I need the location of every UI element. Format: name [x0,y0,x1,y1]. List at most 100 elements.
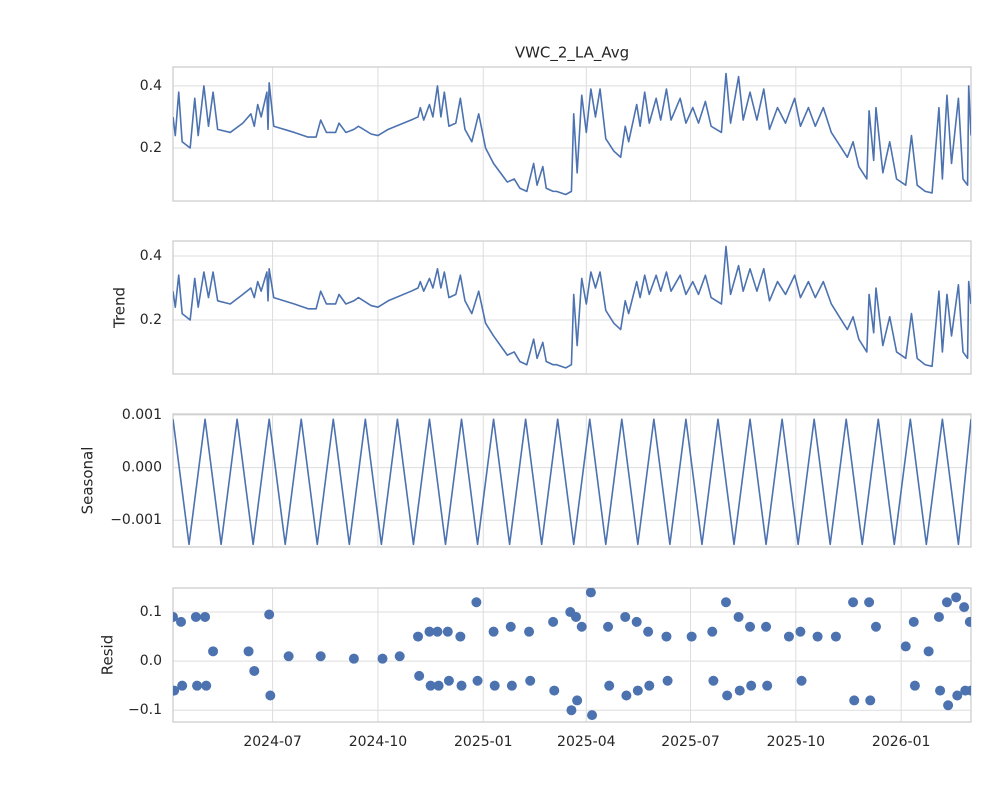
x-tick-label: 2025-01 [454,734,513,750]
x-tick-label: 2025-07 [661,734,720,750]
resid-point [943,700,954,711]
resid-point [442,626,453,637]
resid-point [900,641,911,652]
resid-point [661,631,672,642]
x-tick-label: 2025-04 [557,734,616,750]
resid-point [377,653,388,664]
axes-frame [172,240,972,375]
resid-point [348,653,359,664]
resid-point [425,680,436,691]
resid-point [864,597,875,608]
resid-point [761,621,772,632]
resid-point [424,626,435,637]
resid-point [576,621,587,632]
resid-point [966,685,971,696]
resid-point [745,621,756,632]
plot-area [173,418,971,546]
resid-point [870,621,881,632]
resid-point [566,705,577,716]
resid-point [456,680,467,691]
y-tick-label: 0.0 [140,653,162,669]
resid-point [549,685,560,696]
x-tick-label: 2026-01 [872,734,931,750]
resid-point [632,685,643,696]
resid-point [433,680,444,691]
resid-point [315,651,326,662]
resid-point [548,616,559,627]
resid-point [620,611,631,622]
resid-point [908,616,919,627]
resid-point [176,616,187,627]
y-tick-label: −0.001 [110,512,162,528]
plot-area [173,245,971,369]
y-tick-label: 0.2 [140,312,162,328]
resid-point [489,680,500,691]
resid-point [849,695,860,706]
resid-point [933,611,944,622]
resid-point [587,710,598,721]
resid-point [243,646,254,657]
resid-point [505,621,516,632]
x-tick-label: 2024-07 [243,734,302,750]
resid-point [734,685,745,696]
resid-point [795,626,806,637]
resid-point [708,675,719,686]
resid-point [190,611,201,622]
resid-point [192,680,203,691]
resid-point [432,626,443,637]
plot-area [173,588,971,721]
resid-point [603,621,614,632]
y-tick-label: 0.2 [140,140,162,156]
resid-point [952,690,963,701]
axes-frame [172,587,972,723]
resid-point [265,690,276,701]
y-tick-label: −0.1 [128,702,162,718]
y-axis-label: Trend [111,287,129,329]
resid-point [455,631,466,642]
resid-point [506,680,517,691]
resid-point [707,626,718,637]
y-axis-label: Seasonal [79,447,97,515]
resid-point [525,675,536,686]
resid-point [264,609,275,620]
resid-point [208,646,219,657]
resid-point [959,602,970,613]
resid-point [177,680,188,691]
y-tick-label: 0.1 [140,604,162,620]
resid-point [746,680,757,691]
resid-point [621,690,632,701]
resid-point [941,597,952,608]
resid-point [488,626,499,637]
resid-point [471,597,482,608]
resid-point [413,631,424,642]
resid-point [201,680,212,691]
resid-point [812,631,823,642]
resid-point [783,631,794,642]
resid-point [935,685,946,696]
resid-point [964,616,971,627]
resid-point [604,680,615,691]
resid-point [923,646,934,657]
resid-point [796,675,807,686]
resid-point [722,690,733,701]
x-tick-label: 2025-10 [767,734,826,750]
y-tick-label: 0.001 [122,407,162,423]
resid-point [585,588,596,598]
y-axis-label: Resid [99,635,117,675]
x-tick-label: 2024-10 [349,734,408,750]
resid-point [249,665,260,676]
data-line [173,72,971,196]
resid-point [443,675,454,686]
y-tick-label: 0.4 [140,78,162,94]
resid-point [571,611,582,622]
resid-point [394,651,405,662]
resid-point [909,680,920,691]
resid-point [865,695,876,706]
y-tick-label: 0.000 [122,460,162,476]
resid-point [572,695,583,706]
resid-point [173,685,180,696]
y-tick-label: 0.4 [140,248,162,264]
resid-point [524,626,535,637]
